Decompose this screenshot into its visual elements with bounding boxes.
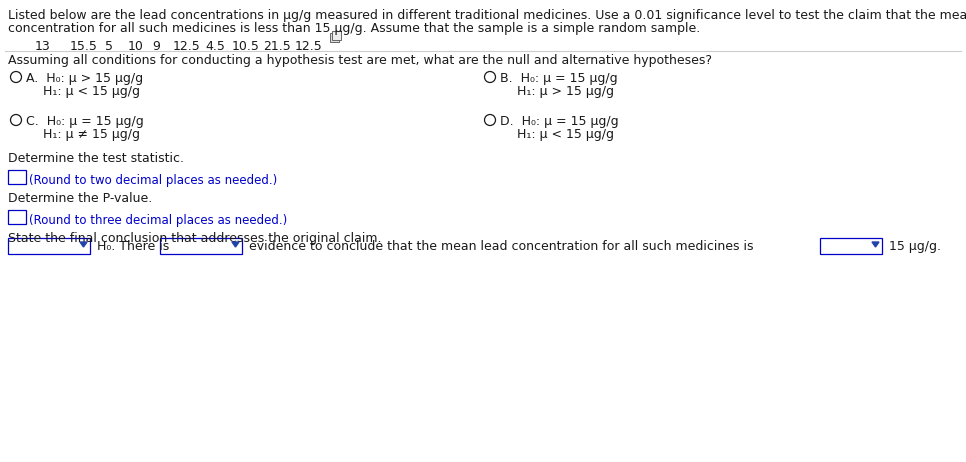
FancyBboxPatch shape — [820, 238, 882, 254]
Text: A.  H₀: μ > 15 μg/g: A. H₀: μ > 15 μg/g — [26, 72, 143, 85]
Text: H₁: μ > 15 μg/g: H₁: μ > 15 μg/g — [517, 85, 614, 98]
Text: 4.5: 4.5 — [205, 40, 225, 53]
Text: (Round to three decimal places as needed.): (Round to three decimal places as needed… — [29, 214, 287, 227]
Text: Determine the P-value.: Determine the P-value. — [8, 192, 153, 205]
Text: H₀. There is: H₀. There is — [93, 240, 169, 253]
Text: 13: 13 — [35, 40, 51, 53]
Text: H₁: μ < 15 μg/g: H₁: μ < 15 μg/g — [43, 85, 140, 98]
FancyBboxPatch shape — [8, 170, 26, 184]
Text: 15 μg/g.: 15 μg/g. — [885, 240, 941, 253]
Polygon shape — [80, 242, 87, 247]
Text: 10.5: 10.5 — [232, 40, 260, 53]
Text: 9: 9 — [152, 40, 160, 53]
Text: Assuming all conditions for conducting a hypothesis test are met, what are the n: Assuming all conditions for conducting a… — [8, 54, 712, 67]
Polygon shape — [232, 242, 239, 247]
FancyBboxPatch shape — [160, 238, 242, 254]
Text: concentration for all such medicines is less than 15 μg/g. Assume that the sampl: concentration for all such medicines is … — [8, 22, 700, 35]
Text: 15.5: 15.5 — [70, 40, 98, 53]
Text: (Round to two decimal places as needed.): (Round to two decimal places as needed.) — [29, 174, 277, 187]
Text: 12.5: 12.5 — [173, 40, 201, 53]
Text: Determine the test statistic.: Determine the test statistic. — [8, 152, 184, 165]
Polygon shape — [872, 242, 879, 247]
Text: 12.5: 12.5 — [295, 40, 323, 53]
FancyBboxPatch shape — [8, 238, 90, 254]
Text: C.  H₀: μ = 15 μg/g: C. H₀: μ = 15 μg/g — [26, 115, 144, 128]
Text: 10: 10 — [128, 40, 144, 53]
FancyBboxPatch shape — [8, 210, 26, 224]
Text: B.  H₀: μ = 15 μg/g: B. H₀: μ = 15 μg/g — [500, 72, 617, 85]
Text: H₁: μ < 15 μg/g: H₁: μ < 15 μg/g — [517, 128, 614, 141]
Text: 5: 5 — [105, 40, 113, 53]
Text: 21.5: 21.5 — [263, 40, 291, 53]
FancyBboxPatch shape — [330, 33, 339, 42]
Text: H₁: μ ≠ 15 μg/g: H₁: μ ≠ 15 μg/g — [43, 128, 140, 141]
FancyBboxPatch shape — [332, 31, 341, 40]
Text: Listed below are the lead concentrations in μg/g measured in different tradition: Listed below are the lead concentrations… — [8, 9, 966, 22]
Text: D.  H₀: μ = 15 μg/g: D. H₀: μ = 15 μg/g — [500, 115, 618, 128]
Text: evidence to conclude that the mean lead concentration for all such medicines is: evidence to conclude that the mean lead … — [245, 240, 753, 253]
Text: State the final conclusion that addresses the original claim.: State the final conclusion that addresse… — [8, 232, 382, 245]
